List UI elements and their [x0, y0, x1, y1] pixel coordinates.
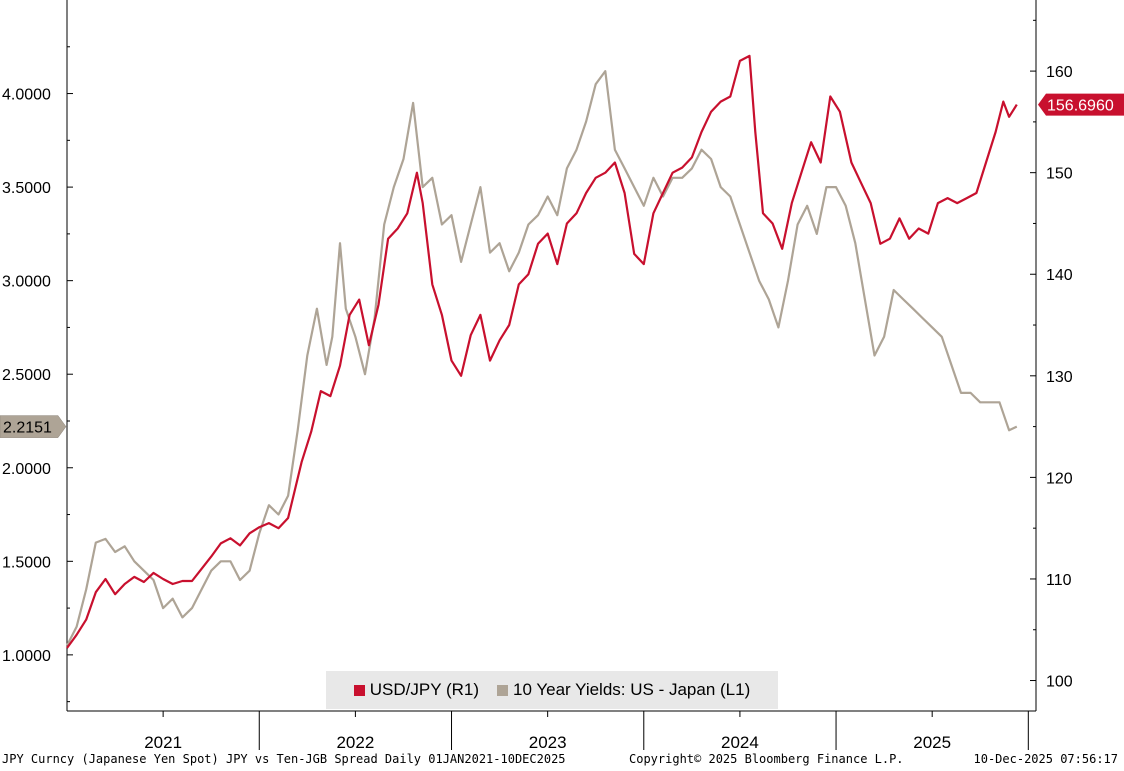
last-value-tag-spread [0, 415, 67, 438]
left-tick-label: 1.5000 [2, 554, 51, 571]
series-usdjpy-line [66, 54, 1018, 649]
x-axis-ticks: 2021 2022 2023 2024 2025 [144, 711, 1029, 752]
left-tick-label: 3.5000 [2, 180, 51, 197]
legend: USD/JPY (R1) 10 Year Yields: US - Japan … [326, 671, 778, 709]
left-tick-label: 3.0000 [2, 274, 51, 291]
left-axis-ticks: 1.0000 1.5000 2.0000 2.5000 3.0000 3.5000 4.00… [2, 46, 73, 703]
x-year-label: 2024 [721, 733, 759, 752]
right-tick-label: 150 [1046, 166, 1073, 183]
right-tick-label: 130 [1046, 369, 1073, 386]
x-year-label: 2023 [529, 733, 567, 752]
legend-swatch-usdjpy [353, 684, 365, 696]
last-value-text-usdjpy: 156.6960 [1047, 98, 1114, 115]
legend-label-spread: 10 Year Yields: US - Japan (L1) [513, 680, 751, 699]
right-tick-label: 100 [1046, 674, 1073, 691]
x-year-label: 2021 [144, 733, 182, 752]
plot-frame [66, 0, 1037, 712]
legend-swatch-spread [497, 684, 509, 696]
left-tick-label: 4.0000 [2, 87, 51, 104]
series-spread-line [66, 70, 1018, 647]
right-tick-label: 160 [1046, 64, 1073, 81]
footer-copyright: Copyright© 2025 Bloomberg Finance L.P. [629, 752, 904, 766]
x-year-label: 2025 [913, 733, 951, 752]
footer-timestamp: 10-Dec-2025 07:56:17 [973, 752, 1119, 766]
left-tick-label: 1.0000 [2, 648, 51, 665]
last-value-tag-usdjpy [1038, 93, 1124, 116]
right-axis-ticks: 100 110 120 130 140 150 160 [1030, 19, 1073, 691]
legend-item-spread: 10 Year Yields: US - Japan (L1) [497, 680, 750, 700]
right-tick-label: 110 [1046, 572, 1072, 589]
footer-source: JPY Curncy (Japanese Yen Spot) JPY vs Te… [2, 752, 566, 766]
x-year-label: 2022 [336, 733, 374, 752]
last-value-text-spread: 2.2151 [3, 420, 52, 437]
left-tick-label: 2.0000 [2, 461, 51, 478]
series-layer: 156.6960 2.2151 [0, 54, 1124, 649]
left-tick-label: 2.5000 [2, 367, 51, 384]
right-tick-label: 120 [1046, 470, 1073, 487]
legend-item-usdjpy: USD/JPY (R1) [353, 680, 480, 700]
right-tick-label: 140 [1046, 267, 1073, 284]
legend-label-usdjpy: USD/JPY (R1) [369, 680, 480, 699]
